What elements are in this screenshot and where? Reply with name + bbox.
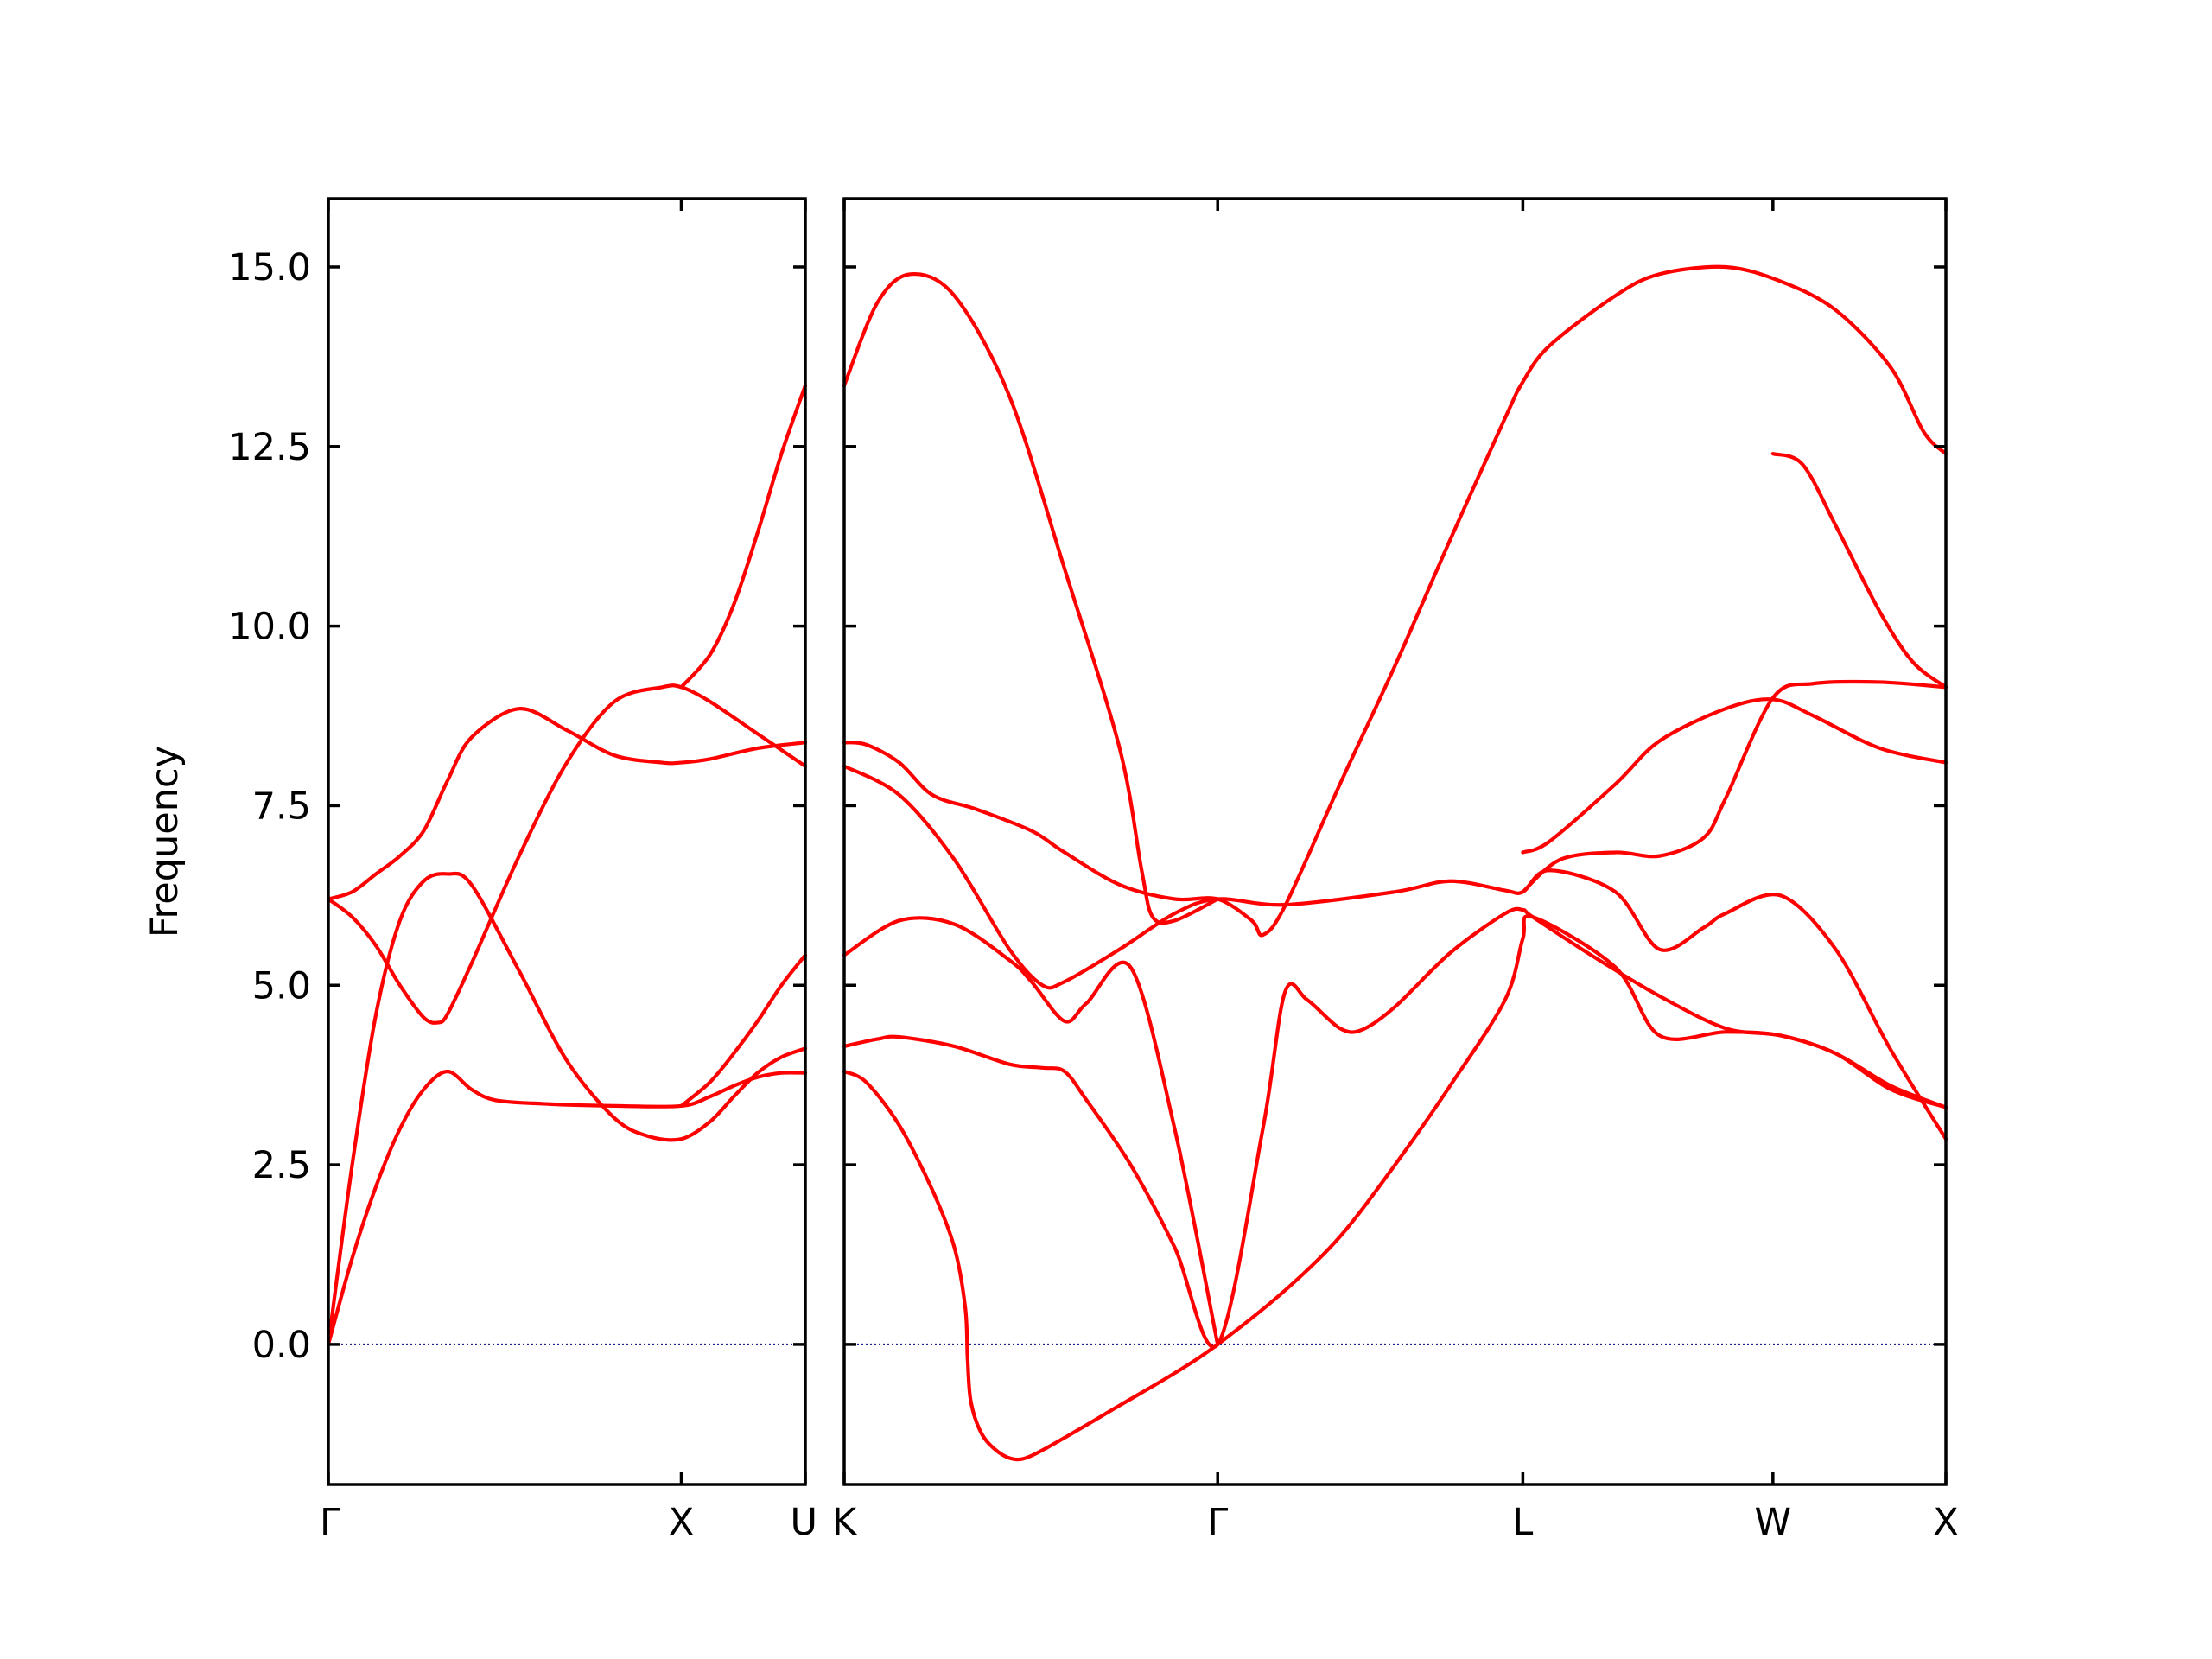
band-line-4 [842,764,1948,1141]
y-tick-label: 5.0 [252,964,311,1007]
band-line-3 [842,916,1220,1346]
x-tick-label: X [1933,1501,1958,1544]
band-line-6 [679,384,808,690]
band-line-7 [1521,697,1948,855]
y-tick-label: 2.5 [252,1144,311,1187]
x-tick-label: K [832,1501,858,1544]
band-line-1 [842,914,1948,1462]
x-tick-label: X [669,1501,694,1544]
y-tick-label: 7.5 [252,785,311,828]
x-tick-label: U [791,1501,817,1544]
band-line-2 [326,871,808,1346]
y-tick-label: 15.0 [228,246,311,289]
y-axis-label: Frequency [143,746,187,938]
x-tick-label: L [1512,1501,1533,1544]
band-line-1 [326,1069,808,1346]
plot-frame [842,197,1948,1486]
band-line-6 [842,271,1220,925]
band-line-2 [842,906,1948,1349]
y-tick-labels: 0.0 2.5 5.0 7.5 10.0 12.5 15.0 [228,246,311,1367]
band-line-8 [1521,679,1948,894]
x-tick-label: Γ [1207,1501,1228,1544]
band-line-4 [326,707,808,901]
y-tick-label: 10.0 [228,606,311,649]
x-tick-label: Γ [320,1501,340,1544]
x-tick-label: W [1755,1501,1792,1544]
band-line-5 [842,264,1948,938]
y-tick-label: 12.5 [228,426,311,469]
band-line-5 [679,953,808,1109]
y-tick-label: 0.0 [252,1324,311,1367]
band-line-9 [1770,452,1948,690]
plot-frame [327,197,807,1486]
band-line-3 [326,683,808,1025]
